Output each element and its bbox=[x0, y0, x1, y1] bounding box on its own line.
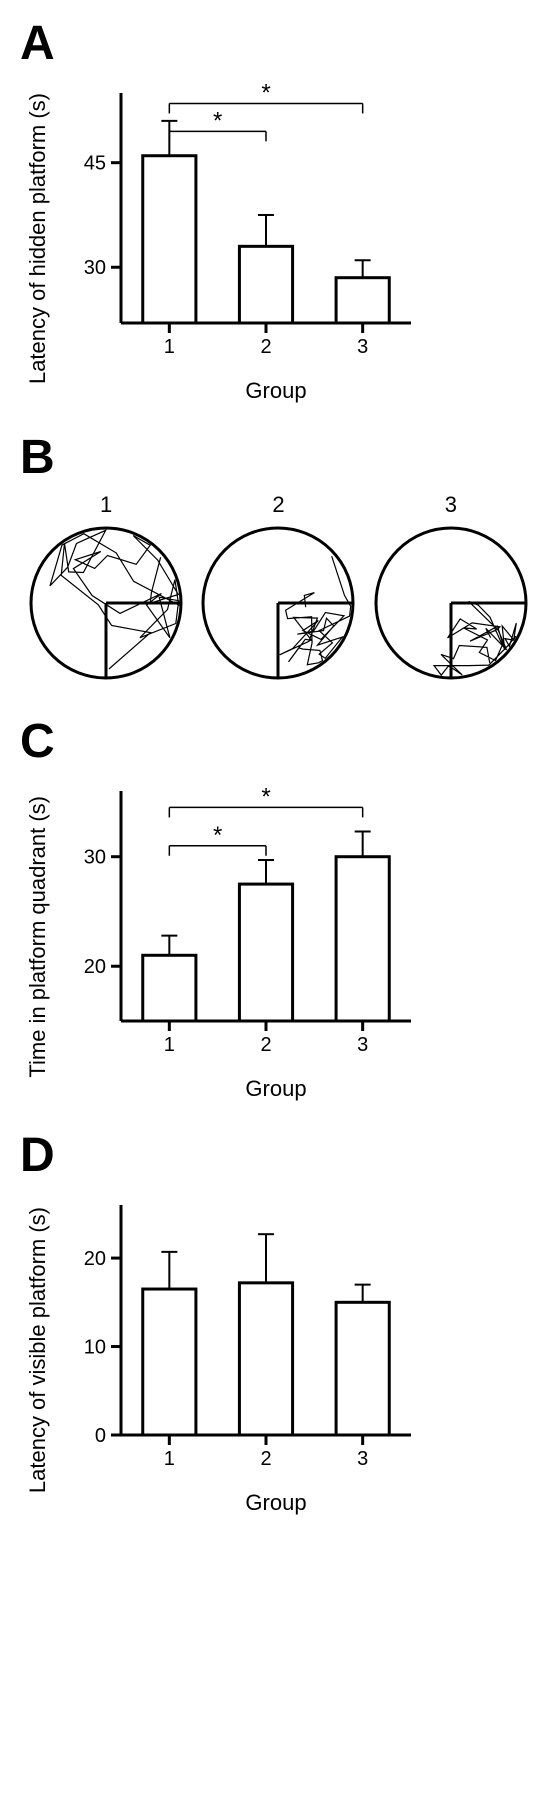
panel-a: A Latency of hidden platform (s) 3045123… bbox=[20, 20, 537, 404]
swim-path-1: 1 bbox=[26, 492, 186, 688]
svg-text:10: 10 bbox=[84, 1337, 106, 1359]
svg-text:2: 2 bbox=[260, 1034, 271, 1056]
panel-c-chart: Time in platform quadrant (s) 2030123** … bbox=[20, 771, 537, 1102]
panel-a-chart: Latency of hidden platform (s) 30 45 1 2 3 * *… bbox=[20, 73, 537, 404]
svg-text:1: 1 bbox=[164, 1034, 175, 1056]
panel-a-xlabel: Group bbox=[51, 378, 431, 404]
panel-d: D Latency of visible platform (s) 0 10 20 1… bbox=[20, 1132, 537, 1516]
svg-text:0: 0 bbox=[95, 1425, 106, 1447]
panel-d-svg: 0 10 20 1 2 3 bbox=[51, 1185, 431, 1485]
svg-text:20: 20 bbox=[84, 956, 106, 978]
panel-a-ylabel: Latency of hidden platform (s) bbox=[20, 93, 51, 384]
swim-path-svg bbox=[26, 523, 186, 683]
svg-text:3: 3 bbox=[357, 1448, 368, 1470]
svg-text:30: 30 bbox=[84, 847, 106, 869]
swim-path-label: 1 bbox=[26, 492, 186, 518]
svg-text:2: 2 bbox=[260, 1448, 271, 1470]
panel-a-letter: A bbox=[20, 20, 537, 68]
panel-c: C Time in platform quadrant (s) 20 30 1 2 3 *… bbox=[20, 718, 537, 1102]
panel-d-ylabel: Latency of visible platform (s) bbox=[20, 1207, 51, 1493]
panel-c-letter: C bbox=[20, 718, 537, 766]
swim-path-svg bbox=[198, 523, 358, 683]
panel-b-paths: 123 bbox=[20, 492, 537, 688]
svg-text:*: * bbox=[261, 783, 270, 810]
svg-text:*: * bbox=[213, 822, 222, 849]
svg-text:30: 30 bbox=[84, 257, 106, 279]
panel-c-svg: 20 30 1 2 3 * * bbox=[51, 771, 431, 1071]
svg-text:*: * bbox=[261, 79, 270, 106]
swim-path-2: 2 bbox=[198, 492, 358, 688]
svg-text:2: 2 bbox=[260, 336, 271, 358]
svg-text:3: 3 bbox=[357, 1034, 368, 1056]
svg-text:*: * bbox=[213, 107, 222, 134]
svg-text:1: 1 bbox=[164, 336, 175, 358]
panel-d-xlabel: Group bbox=[51, 1490, 431, 1516]
panel-a-svg: 30 45 1 2 3 * * bbox=[51, 73, 431, 373]
panel-d-letter: D bbox=[20, 1132, 537, 1180]
swim-path-label: 2 bbox=[198, 492, 358, 518]
panel-b: B 123 bbox=[20, 434, 537, 688]
svg-text:20: 20 bbox=[84, 1248, 106, 1270]
svg-text:3: 3 bbox=[357, 336, 368, 358]
swim-path-svg bbox=[371, 523, 531, 683]
panel-b-letter: B bbox=[20, 434, 537, 482]
panel-d-chart: Latency of visible platform (s) 0 10 20 1 2 3… bbox=[20, 1185, 537, 1516]
panel-c-xlabel: Group bbox=[51, 1076, 431, 1102]
swim-path-label: 3 bbox=[371, 492, 531, 518]
svg-text:1: 1 bbox=[164, 1448, 175, 1470]
swim-path-3: 3 bbox=[371, 492, 531, 688]
svg-text:45: 45 bbox=[84, 153, 106, 175]
panel-c-ylabel: Time in platform quadrant (s) bbox=[20, 796, 51, 1078]
